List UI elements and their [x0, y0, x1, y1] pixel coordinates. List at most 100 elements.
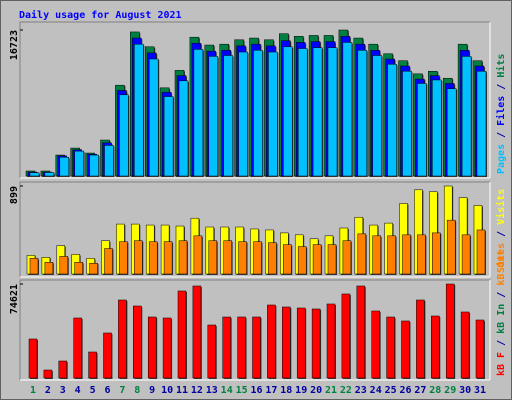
- bar: [371, 310, 380, 379]
- bar: [148, 58, 159, 177]
- bar: [104, 248, 113, 275]
- bar: [192, 285, 202, 379]
- y-tick-label: 74621: [9, 284, 20, 314]
- bar: [267, 304, 276, 379]
- bar: [223, 55, 233, 177]
- x-tick-label: 8: [134, 385, 140, 396]
- bar: [163, 241, 173, 275]
- bar: [237, 316, 246, 379]
- legend-separator: /: [496, 334, 507, 352]
- legend-separator: /: [496, 78, 507, 96]
- x-tick-label: 28: [429, 385, 441, 396]
- bar: [238, 241, 247, 275]
- bar: [253, 241, 262, 275]
- bar: [163, 96, 174, 177]
- bar: [29, 258, 39, 275]
- bar: [58, 360, 68, 379]
- x-tick-label: 12: [191, 385, 203, 396]
- legend-entry: kB In: [496, 304, 507, 334]
- x-tick-label: 29: [444, 385, 456, 396]
- bar: [476, 229, 486, 275]
- bar: [44, 262, 54, 275]
- bar: [222, 316, 231, 379]
- bar: [283, 244, 292, 275]
- bar: [445, 283, 455, 379]
- legend-entry: Sites: [495, 243, 507, 273]
- x-tick-label: 10: [161, 385, 173, 396]
- bar: [74, 262, 83, 275]
- legend-entry: kB Out: [496, 250, 507, 286]
- x-tick-label: 7: [119, 385, 125, 396]
- bar: [44, 172, 55, 177]
- bar: [253, 50, 263, 177]
- bar: [89, 154, 99, 177]
- x-tick-label: 22: [340, 385, 352, 396]
- bar: [417, 83, 427, 177]
- bar: [416, 299, 425, 379]
- x-tick-label: 16: [250, 385, 262, 396]
- bar: [147, 316, 157, 379]
- bar: [28, 338, 38, 379]
- bar: [327, 244, 337, 275]
- bar: [342, 240, 352, 275]
- bar: [119, 241, 128, 275]
- bar: [268, 51, 278, 177]
- y-tick-label: 16723: [9, 30, 20, 60]
- bar: [312, 244, 322, 275]
- x-tick-label: 26: [399, 385, 411, 396]
- legend-separator: /: [496, 225, 507, 243]
- bar: [208, 240, 218, 275]
- legend: Pages / Files / Hits: [495, 54, 507, 174]
- bar: [387, 63, 397, 177]
- bar: [177, 290, 187, 379]
- bar: [59, 256, 69, 275]
- bar: [326, 303, 336, 379]
- bar: [356, 285, 366, 379]
- bar: [119, 94, 129, 177]
- bar: [296, 307, 306, 379]
- bar: [357, 233, 367, 275]
- bar: [446, 219, 456, 275]
- x-tick-label: 2: [45, 385, 51, 396]
- x-tick-label: 18: [280, 385, 292, 396]
- x-tick-label: 31: [474, 385, 486, 396]
- x-tick-label: 15: [236, 385, 248, 396]
- bar: [104, 145, 114, 177]
- bar: [134, 240, 143, 275]
- bar: [476, 70, 487, 177]
- bar: [297, 246, 307, 275]
- bar: [461, 234, 471, 275]
- bar: [73, 317, 82, 379]
- bar: [252, 316, 261, 379]
- bar: [193, 235, 203, 275]
- legend-entry: Files: [495, 96, 507, 126]
- bar: [432, 79, 442, 177]
- bar: [283, 46, 293, 177]
- bar: [446, 88, 457, 177]
- bar: [342, 42, 353, 177]
- x-tick-label: 3: [60, 385, 66, 396]
- x-tick-label: 19: [295, 385, 307, 396]
- chart-title: Daily usage for August 2021: [19, 9, 182, 21]
- x-tick-label: 20: [310, 385, 322, 396]
- bar: [417, 234, 426, 275]
- bar: [372, 55, 382, 177]
- bar: [208, 56, 219, 177]
- bar: [207, 324, 217, 379]
- bar: [401, 320, 410, 379]
- legend-entry: Visits: [495, 189, 507, 225]
- x-tick-label: 21: [325, 385, 337, 396]
- x-tick-label: 27: [414, 385, 426, 396]
- bar: [461, 56, 472, 177]
- bar: [341, 293, 351, 379]
- bar: [312, 47, 323, 177]
- x-tick-label: 14: [221, 385, 233, 396]
- bar: [402, 70, 412, 177]
- bar: [223, 240, 232, 275]
- legend: Sites / Visits: [495, 189, 507, 273]
- bar: [74, 150, 84, 177]
- legend: kB F / kB In / kB Out: [496, 250, 507, 376]
- bar: [475, 319, 485, 379]
- bar: [357, 50, 368, 177]
